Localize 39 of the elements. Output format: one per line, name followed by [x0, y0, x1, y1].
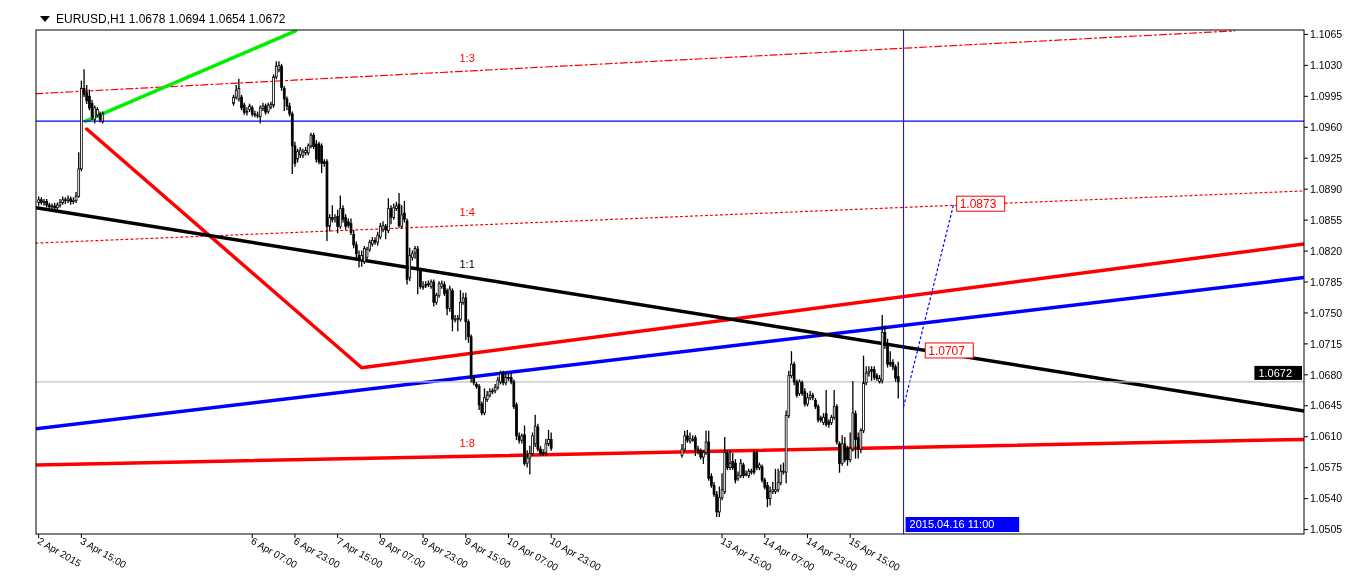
candlestick [776, 468, 780, 493]
series-label: 1:3 [459, 52, 475, 65]
y-tick-label: 1.0505 [1310, 523, 1343, 536]
candlestick [768, 486, 772, 506]
candlestick [843, 436, 847, 463]
candlestick [766, 482, 769, 508]
ref-line-label: 2015.04.16 11:00 [909, 518, 995, 530]
candlestick [896, 361, 900, 399]
y-tick-label: 1.0610 [1310, 430, 1343, 443]
candlestick [491, 388, 494, 395]
y-tick-label: 1.0645 [1310, 399, 1343, 412]
annotation: 1.0873 [959, 197, 997, 212]
y-tick-label: 1.0540 [1310, 492, 1343, 505]
y-tick-label: 1.1030 [1310, 59, 1343, 72]
candlestick [806, 392, 809, 407]
candlestick [248, 103, 251, 112]
chart-title: EURUSD,H1 1.0678 1.0694 1.0654 1.0672 [56, 12, 286, 26]
y-tick-label: 1.0925 [1310, 151, 1343, 164]
y-tick-label: 1.0995 [1310, 89, 1343, 102]
candlestick [507, 373, 510, 381]
y-tick-label: 1.0855 [1310, 213, 1343, 226]
y-tick-label: 1.0680 [1310, 368, 1343, 381]
series-label: 1:1 [459, 257, 475, 270]
ref-line-label: 1.0672 [1258, 366, 1293, 379]
y-tick-label: 1.0785 [1310, 275, 1343, 288]
y-tick-label: 1.0575 [1310, 461, 1343, 474]
candlestick [245, 107, 249, 116]
y-tick-label: 1.0820 [1310, 244, 1343, 257]
candlestick [336, 209, 339, 234]
y-tick-label: 1.0960 [1310, 120, 1343, 133]
candlestick [451, 288, 454, 332]
y-tick-label: 1.0715 [1310, 337, 1343, 350]
y-tick-label: 1.0750 [1310, 306, 1343, 319]
annotation: 1.0707 [928, 343, 966, 358]
y-tick-label: 1.1065 [1310, 28, 1343, 41]
candlestick [755, 450, 759, 471]
series-label: 1:8 [459, 437, 475, 450]
series-label: 1:4 [459, 206, 475, 219]
y-tick-label: 1.0890 [1310, 182, 1343, 195]
